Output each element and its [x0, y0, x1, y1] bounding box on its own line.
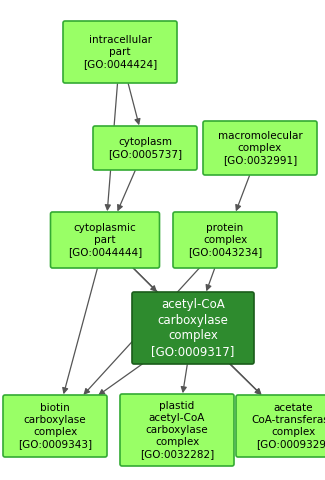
FancyBboxPatch shape	[93, 126, 197, 170]
FancyBboxPatch shape	[63, 21, 177, 83]
Text: protein
complex
[GO:0043234]: protein complex [GO:0043234]	[188, 223, 262, 257]
FancyBboxPatch shape	[203, 121, 317, 175]
Text: acetyl-CoA
carboxylase
complex
[GO:0009317]: acetyl-CoA carboxylase complex [GO:00093…	[151, 298, 235, 358]
Text: plastid
acetyl-CoA
carboxylase
complex
[GO:0032282]: plastid acetyl-CoA carboxylase complex […	[140, 401, 214, 459]
FancyBboxPatch shape	[132, 292, 254, 364]
Text: acetate
CoA-transferase
complex
[GO:0009329]: acetate CoA-transferase complex [GO:0009…	[251, 403, 325, 449]
FancyBboxPatch shape	[50, 212, 160, 268]
Text: intracellular
part
[GO:0044424]: intracellular part [GO:0044424]	[83, 35, 157, 69]
Text: biotin
carboxylase
complex
[GO:0009343]: biotin carboxylase complex [GO:0009343]	[18, 403, 92, 449]
FancyBboxPatch shape	[236, 395, 325, 457]
FancyBboxPatch shape	[3, 395, 107, 457]
FancyBboxPatch shape	[173, 212, 277, 268]
FancyBboxPatch shape	[120, 394, 234, 466]
Text: macromolecular
complex
[GO:0032991]: macromolecular complex [GO:0032991]	[218, 131, 302, 165]
Text: cytoplasmic
part
[GO:0044444]: cytoplasmic part [GO:0044444]	[68, 223, 142, 257]
Text: cytoplasm
[GO:0005737]: cytoplasm [GO:0005737]	[108, 137, 182, 159]
